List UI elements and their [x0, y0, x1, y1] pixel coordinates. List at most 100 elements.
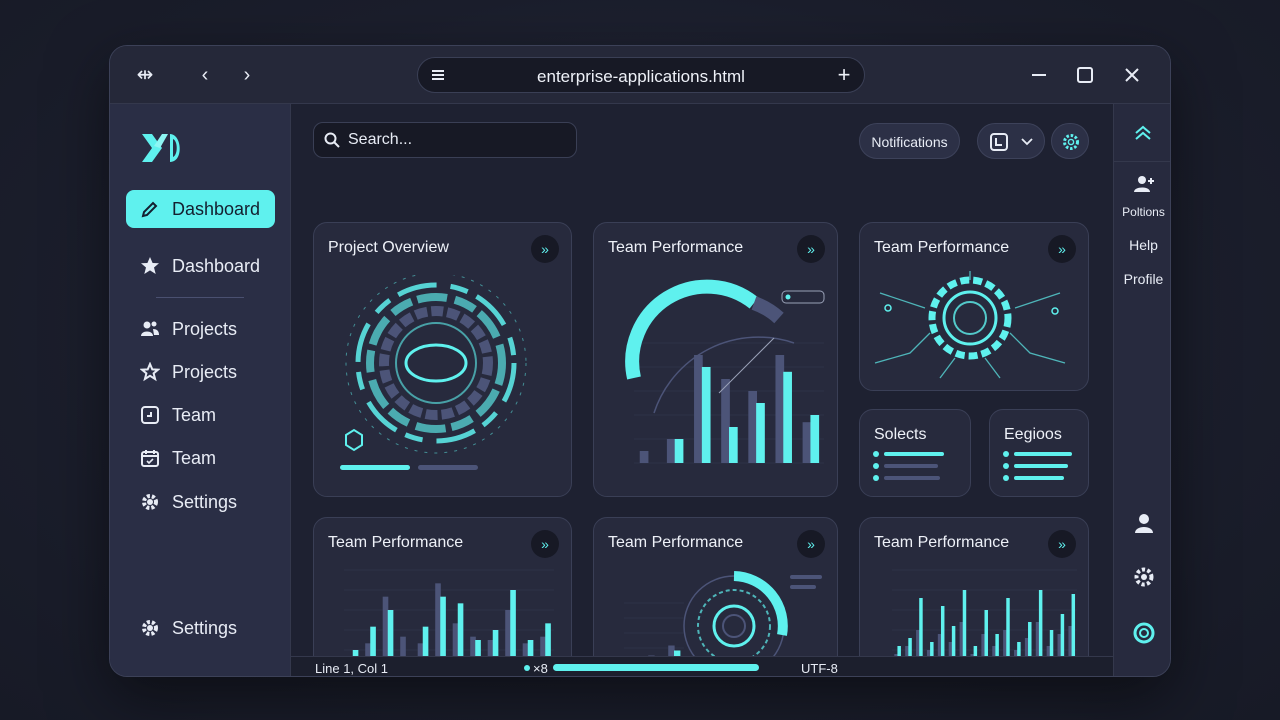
progress-dot-icon [523, 660, 531, 671]
legend-list [1003, 451, 1072, 481]
sidebar-item-settings[interactable]: Settings [126, 483, 275, 521]
bar-muted-4 [937, 634, 942, 670]
expand-button[interactable]: » [1048, 235, 1076, 263]
view-dropdown[interactable] [977, 123, 1045, 159]
bar-muted-8 [981, 634, 985, 670]
bar-accent-9 [510, 590, 516, 670]
sidebar-item-label: Team [172, 448, 217, 468]
expand-button[interactable]: » [797, 235, 825, 263]
bar-accent-15 [1060, 614, 1065, 670]
card-title: Team Performance [608, 534, 744, 551]
pencil-icon [141, 201, 158, 218]
bar-muted-6 [802, 422, 812, 463]
bar-muted-0 [639, 451, 649, 463]
card-team-performance-3: Team Performance » [313, 517, 572, 676]
bar-accent-1 [674, 439, 684, 463]
expand-button[interactable]: » [1048, 530, 1076, 558]
cursor-position: Line 1, Col 1 [315, 661, 388, 676]
hamburger-menu-icon[interactable] [430, 67, 446, 83]
minimize-button[interactable] [1030, 66, 1048, 84]
expand-button[interactable]: » [531, 530, 559, 558]
bar-accent-6 [810, 415, 820, 463]
bar-accent-5 [440, 596, 446, 670]
sidebar-item-projects[interactable]: Projects [126, 310, 275, 348]
right-link-profile[interactable]: Profile [1123, 271, 1164, 287]
back-button[interactable]: ‹ [201, 64, 209, 86]
sidebar-item-label: Dashboard [172, 199, 261, 219]
bar-muted-6 [452, 623, 459, 670]
gear-icon [1063, 134, 1079, 150]
add-user-icon[interactable] [1132, 172, 1156, 196]
bar-accent-12 [1028, 622, 1032, 670]
user-icon[interactable] [1132, 511, 1156, 535]
sidebar-item-dashboard[interactable]: Dashboard [126, 247, 275, 285]
close-button[interactable] [1123, 66, 1141, 84]
gear-icon [142, 620, 158, 636]
card-team-performance-1: Team Performance » [593, 222, 838, 497]
gear-icon [142, 494, 158, 510]
progress-fill [553, 664, 759, 671]
right-link-help[interactable]: Help [1129, 237, 1158, 253]
right-panel: Poltions Help Profile [1113, 104, 1170, 676]
bar-accent-5 [951, 626, 956, 670]
card-team-performance-5: Team Performance » [859, 517, 1089, 676]
forward-button[interactable]: › [243, 64, 251, 86]
bar-accent-14 [1049, 630, 1054, 670]
expand-button[interactable]: » [797, 530, 825, 558]
status-ring-icon[interactable] [1132, 621, 1156, 645]
bar-muted-7 [470, 636, 476, 670]
collapse-toggle[interactable] [1114, 104, 1170, 162]
new-tab-icon[interactable]: + [837, 62, 851, 87]
card-title: Project Overview [328, 239, 449, 256]
card-team-performance-4: Team Performance » [593, 517, 838, 676]
bar-accent-2 [919, 598, 923, 670]
gear-icon[interactable] [1132, 565, 1156, 589]
menu-arrows-icon[interactable]: ⇹ [136, 64, 154, 86]
right-link-poltions[interactable]: Poltions [1122, 205, 1165, 219]
bar-accent-3 [729, 427, 738, 463]
search-input[interactable] [348, 123, 568, 157]
card-title: Team Performance [874, 534, 1010, 551]
sidebar-footer-settings[interactable]: Settings [126, 609, 275, 647]
bar-accent-4 [756, 403, 765, 463]
bar-accent-13 [1038, 590, 1043, 670]
search-box[interactable] [313, 122, 577, 158]
bar-accent-5 [783, 371, 792, 463]
bar-muted-12 [1024, 638, 1029, 670]
bar-accent-4 [940, 606, 945, 670]
bar-muted-5 [435, 583, 441, 670]
maximize-button[interactable] [1076, 66, 1094, 84]
sidebar: Dashboard Dashboard Projects Projects Te… [110, 104, 291, 676]
address-bar[interactable]: enterprise-applications.html + [417, 57, 865, 93]
bar-accent-1 [370, 626, 376, 670]
expand-button[interactable]: » [531, 235, 559, 263]
sidebar-item-team[interactable]: Team [126, 396, 275, 434]
card-eegioos: Eegioos [989, 409, 1089, 497]
sidebar-item-label: Team [172, 405, 217, 425]
sidebar-item-projects-2[interactable]: Projects [126, 353, 275, 391]
sidebar-item-team-2[interactable]: Team [126, 439, 275, 477]
notifications-label: Notifications [871, 134, 948, 150]
bar-accent-8 [492, 630, 499, 670]
sidebar-item-label: Projects [172, 319, 238, 339]
sidebar-item-dashboard-active[interactable]: Dashboard [126, 190, 275, 228]
bar-muted-16 [1068, 626, 1072, 670]
status-bar: Line 1, Col 1 ×8 UTF-8 [291, 656, 1113, 676]
chevron-up-icon [1135, 125, 1151, 140]
bar-accent-16 [1071, 594, 1076, 670]
bar-accent-8 [984, 610, 988, 670]
app-window: ⇹ ‹ › enterprise-applications.html + [109, 45, 1171, 677]
settings-button[interactable] [1051, 123, 1089, 159]
notifications-button[interactable]: Notifications [859, 123, 960, 159]
bar-muted-15 [1057, 634, 1062, 670]
bar-accent-10 [1006, 598, 1010, 670]
bar-chart [625, 279, 825, 464]
bar-muted-10 [1003, 630, 1007, 670]
title-bar: ⇹ ‹ › enterprise-applications.html + [110, 46, 1170, 104]
legend-list [873, 451, 944, 481]
bar-accent-6 [962, 590, 967, 670]
encoding[interactable]: UTF-8 [801, 661, 838, 676]
frame-icon [141, 406, 159, 424]
bar-muted-6 [959, 622, 964, 670]
card-title: Team Performance [608, 239, 744, 256]
